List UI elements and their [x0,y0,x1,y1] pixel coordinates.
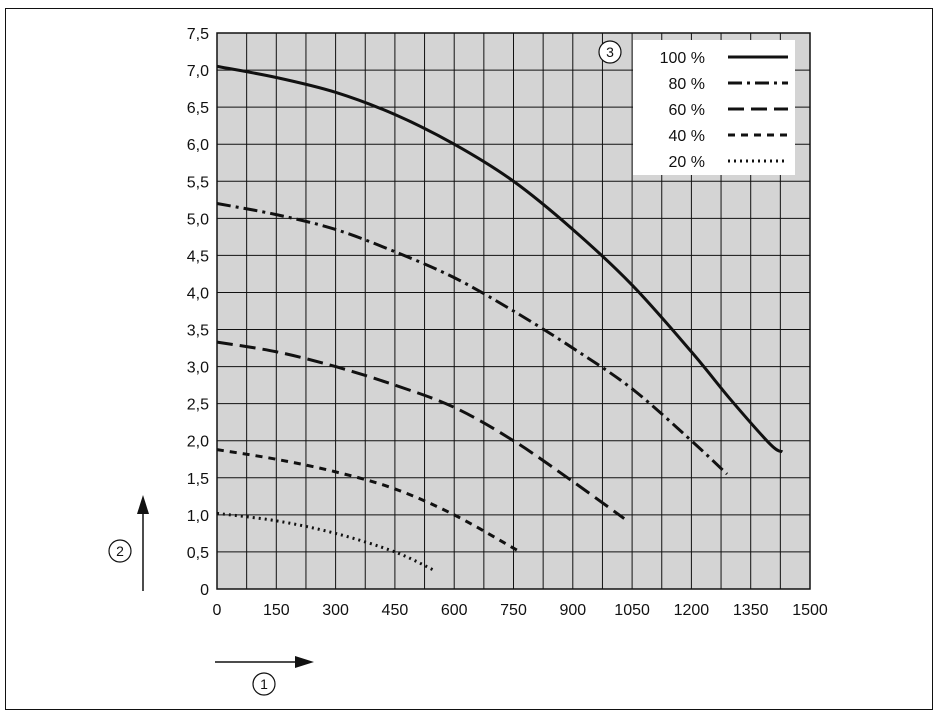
y-tick-label: 5,5 [187,174,209,191]
x-tick-label: 900 [559,602,586,619]
marker-circle [108,539,132,563]
y-axis-marker: 2 [108,539,132,563]
series-line-80 [216,202,729,476]
series-line-100 [216,64,784,454]
x-tick-label: 1350 [733,602,769,619]
marker-circle [598,40,622,64]
legend-label: 40 % [669,128,705,145]
x-tick-label: 150 [263,602,290,619]
x-axis-arrow-head [295,656,314,668]
y-tick-label: 2,5 [187,397,209,414]
series-line-20 [216,511,436,572]
x-tick-label: 300 [322,602,349,619]
legend-label: 60 % [669,102,705,119]
y-tick-label: 4,5 [187,248,209,265]
y-tick-label: 3,5 [187,323,209,340]
y-tick-label: 1,5 [187,471,209,488]
x-tick-label: 600 [441,602,468,619]
legend-marker: 3 [598,40,622,64]
legend-label: 100 % [660,50,705,67]
x-tick-label: 1050 [614,602,650,619]
series-line-60 [216,340,626,520]
x-tick-label: 1200 [674,602,710,619]
legend-box [633,40,795,175]
marker-text: 3 [606,44,614,60]
y-tick-label: 4,0 [187,285,209,302]
marker-circle [252,672,276,696]
y-axis-arrow-head [137,495,149,514]
y-tick-label: 1,0 [187,508,209,525]
y-tick-label: 6,5 [187,100,209,117]
marker-text: 2 [116,543,124,559]
y-tick-label: 0,5 [187,545,209,562]
y-tick-label: 7,5 [187,26,209,43]
y-tick-label: 3,0 [187,360,209,377]
plot-border [216,32,811,590]
series-line-40 [216,448,519,552]
y-tick-label: 7,0 [187,63,209,80]
x-tick-label: 750 [500,602,527,619]
legend-label: 80 % [669,76,705,93]
figure-frame [5,8,933,710]
y-tick-label: 0 [200,582,209,599]
y-tick-label: 2,0 [187,434,209,451]
x-tick-label: 450 [382,602,409,619]
legend-label: 20 % [669,154,705,171]
x-axis-marker: 1 [252,672,276,696]
x-tick-label: 0 [213,602,222,619]
y-tick-label: 6,0 [187,137,209,154]
marker-text: 1 [260,676,268,692]
x-tick-label: 1500 [792,602,828,619]
y-tick-label: 5,0 [187,211,209,228]
